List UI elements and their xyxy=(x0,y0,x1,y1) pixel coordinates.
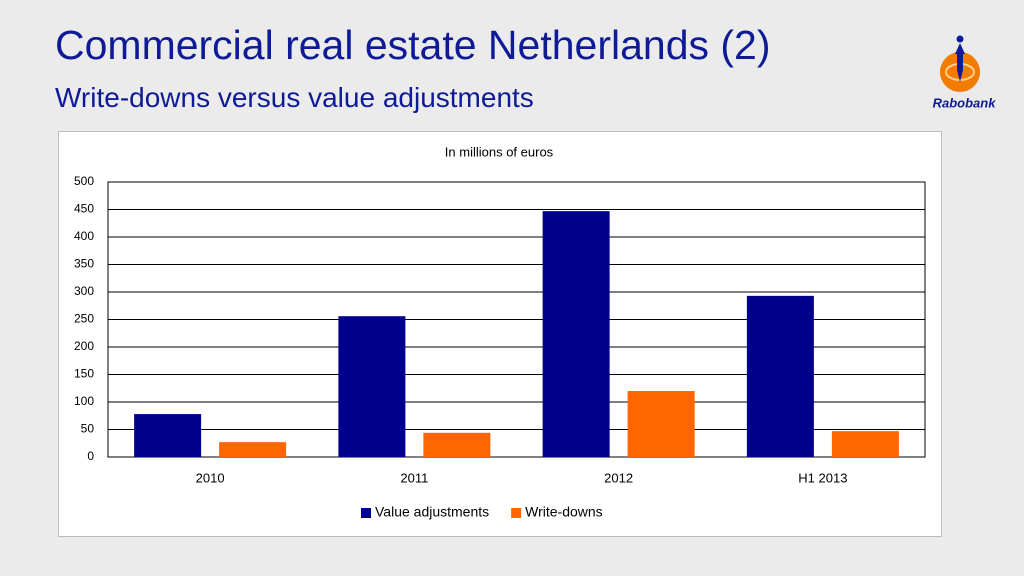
bar xyxy=(338,316,406,457)
x-tick-label: 2011 xyxy=(400,470,428,485)
bar xyxy=(746,295,814,457)
plot-frame xyxy=(107,181,926,458)
y-tick-label: 50 xyxy=(81,422,95,436)
bar xyxy=(831,431,899,457)
y-tick-label: 450 xyxy=(74,202,94,216)
bar xyxy=(542,211,610,457)
y-tick-label: 350 xyxy=(74,257,94,271)
bar xyxy=(423,432,491,457)
x-tick-label: H1 2013 xyxy=(798,470,847,485)
legend-label: Value adjustments xyxy=(375,504,489,520)
y-tick-label: 400 xyxy=(74,229,94,243)
x-tick-label: 2010 xyxy=(196,470,225,485)
bar xyxy=(627,391,695,457)
y-tick-label: 150 xyxy=(74,367,94,381)
chart: In millions of euros 0 50 100 150 200 250 300 3… xyxy=(58,131,942,537)
bar xyxy=(134,414,202,457)
bar xyxy=(219,442,287,457)
y-tick-label: 200 xyxy=(74,339,94,353)
y-tick-label: 0 xyxy=(87,449,94,463)
logo-head xyxy=(956,35,964,43)
x-tick-label: 2012 xyxy=(604,470,633,485)
logo-text: Rabobank xyxy=(933,95,997,110)
y-tick-label: 500 xyxy=(74,174,94,188)
legend-label: Write-downs xyxy=(525,504,603,520)
y-tick-label: 250 xyxy=(74,312,94,326)
slide-title: Commercial real estate Netherlands (2) xyxy=(55,22,771,68)
logo: Rabobank xyxy=(933,35,997,110)
logo-figure xyxy=(955,43,965,82)
y-tick-label: 300 xyxy=(74,284,94,298)
y-tick-label: 100 xyxy=(74,394,94,408)
legend-swatch xyxy=(361,508,371,518)
chart-title: In millions of euros xyxy=(445,144,554,159)
slide-subtitle: Write-downs versus value adjustments xyxy=(55,82,534,113)
legend-swatch xyxy=(511,508,522,518)
